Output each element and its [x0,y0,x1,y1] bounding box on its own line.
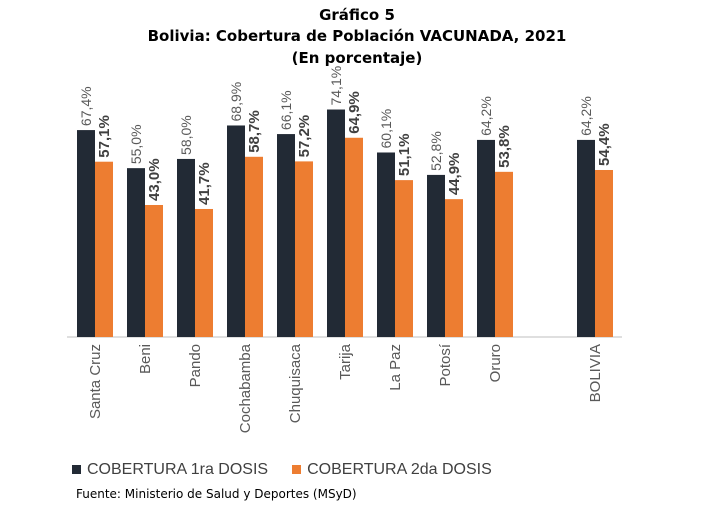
chart-subtitle-units: (En porcentaje) [291,49,423,67]
category-label: Tarija [337,343,354,380]
legend-item-1: COBERTURA 1ra DOSIS [72,461,268,479]
chart-subtitle: Bolivia: Cobertura de Población VACUNADA… [147,27,567,45]
source-note: Fuente: Ministerio de Salud y Deportes (… [76,487,357,501]
data-label: 64,2% [478,96,494,136]
category-label: BOLIVIA [587,344,604,402]
chart-title: Gráfico 5 [319,6,395,24]
bar [477,139,495,337]
category-label: Oruro [487,344,504,382]
category-label: Cochabamba [237,343,254,433]
bar [595,169,613,337]
bar [77,130,95,337]
data-label: 68,9% [228,82,244,122]
bar [577,139,595,337]
data-label: 51,1% [396,134,413,177]
legend: COBERTURA 1ra DOSIS COBERTURA 2da DOSIS [72,461,492,479]
data-label: 74,1% [328,66,344,106]
bar [445,199,463,337]
data-label: 52,8% [428,131,444,171]
bar [427,174,445,337]
bar [345,137,363,337]
data-label: 44,9% [446,153,463,196]
bar [195,208,213,337]
data-label: 57,1% [96,115,113,158]
category-label: Potosí [437,343,454,386]
data-label: 55,0% [128,124,144,164]
bar [145,204,163,337]
bar [277,134,295,337]
bar-chart: 67,4%57,1%Santa Cruz55,0%43,0%Beni58,0%4… [67,66,622,433]
bar [177,158,195,337]
category-label: Santa Cruz [87,344,104,419]
bar [127,168,145,337]
data-label: 58,0% [178,115,194,155]
legend-item-2: COBERTURA 2da DOSIS [292,461,492,479]
data-label: 66,1% [278,90,294,130]
data-label: 64,9% [346,91,363,134]
category-label: Pando [187,344,204,387]
data-label: 64,2% [578,96,594,136]
bar [95,161,113,337]
bar [327,109,345,337]
data-label: 58,7% [246,110,263,153]
data-label: 60,1% [378,109,394,149]
category-label: La Paz [387,344,404,391]
category-label: Beni [137,344,154,374]
bar [227,125,245,338]
data-label: 43,0% [146,158,163,201]
data-label: 54,4% [596,123,613,166]
bar [295,161,313,337]
data-label: 57,2% [296,115,313,158]
bar [495,171,513,337]
data-label: 41,7% [196,162,213,205]
category-label: Chuquisaca [287,343,304,423]
bar [377,152,395,337]
bar [395,180,413,337]
data-label: 53,8% [496,125,513,168]
bar [245,156,263,337]
data-label: 67,4% [78,86,94,126]
